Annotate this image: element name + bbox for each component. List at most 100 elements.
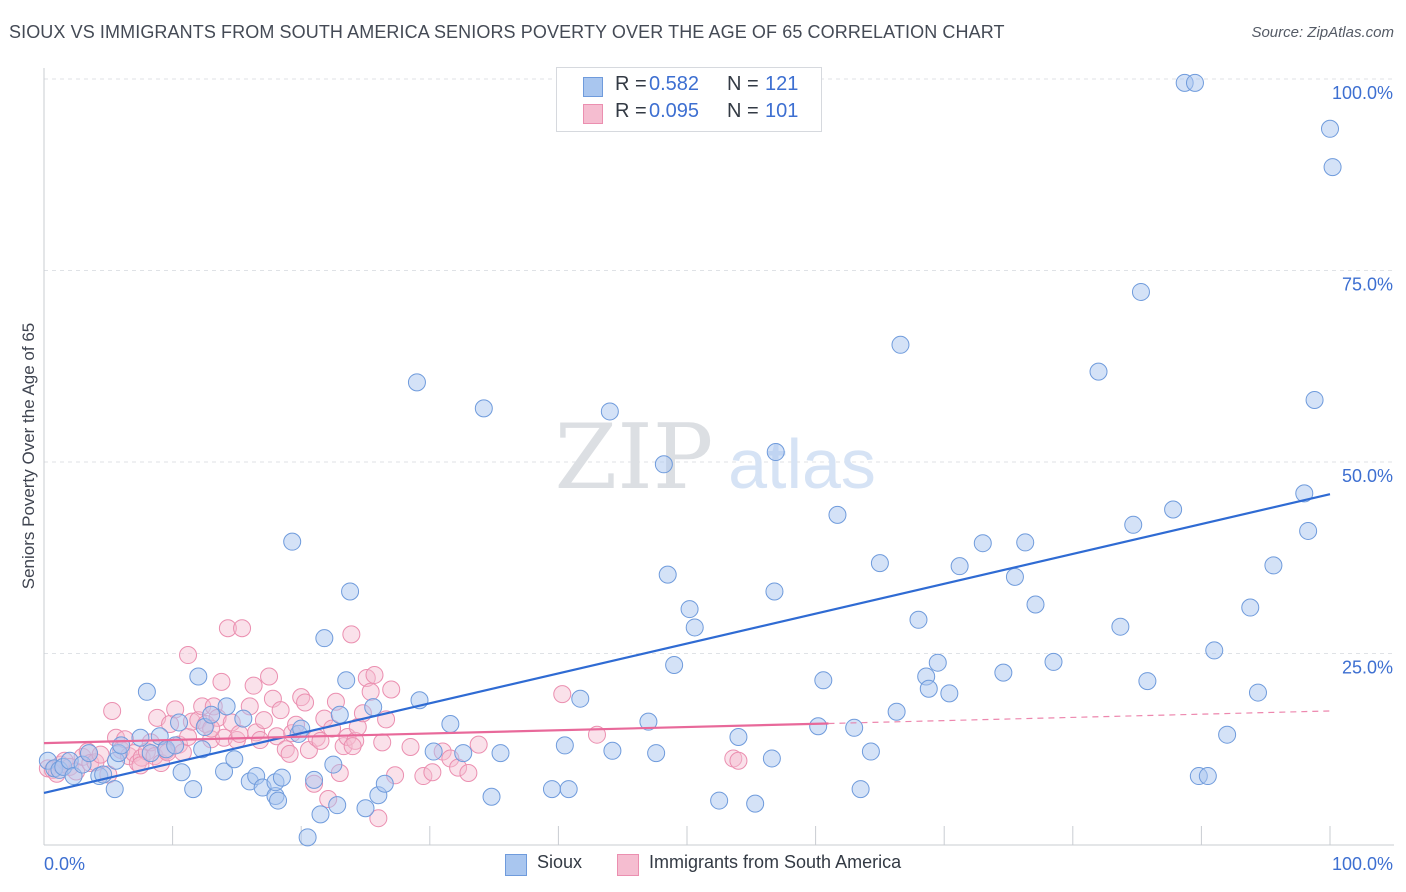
source-credit: Source: ZipAtlas.com	[1251, 24, 1394, 41]
data-point-sioux	[1111, 617, 1130, 636]
data-point-sioux	[809, 717, 828, 736]
data-point-sioux	[474, 399, 493, 418]
data-point-sioux	[131, 728, 150, 747]
data-point-immigrants	[342, 625, 361, 644]
data-point-immigrants	[233, 619, 252, 638]
data-point-sioux	[559, 780, 578, 799]
trend-line-immigrants-extrapolated	[828, 710, 1331, 725]
data-point-sioux	[861, 742, 880, 761]
data-point-immigrants	[179, 646, 198, 665]
data-point-sioux	[1248, 683, 1267, 702]
data-point-sioux	[571, 689, 590, 708]
data-point-sioux	[305, 770, 324, 789]
data-point-sioux	[1185, 73, 1204, 92]
trend-lines	[43, 493, 1331, 794]
data-point-immigrants	[334, 737, 353, 756]
data-point-immigrants	[346, 731, 365, 750]
data-point-sioux	[356, 799, 375, 818]
data-point-sioux	[1131, 282, 1150, 301]
data-point-sioux	[1241, 598, 1260, 617]
data-point-immigrants	[423, 763, 442, 782]
data-point-immigrants	[230, 724, 249, 743]
data-point-sioux	[814, 671, 833, 690]
data-point-immigrants	[343, 737, 362, 756]
y-tick-label: 50.0%	[1342, 466, 1393, 486]
data-point-sioux	[887, 702, 906, 721]
axes	[43, 68, 1394, 846]
legend-n-label: N =	[727, 100, 759, 122]
data-point-immigrants	[365, 665, 384, 684]
data-point-immigrants	[244, 676, 263, 695]
x-tick-labels: 0.0% 100.0%	[44, 854, 1393, 874]
data-point-sioux	[283, 532, 302, 551]
data-point-sioux	[112, 736, 131, 755]
data-point-sioux	[919, 679, 938, 698]
data-point-sioux	[909, 610, 928, 629]
data-point-immigrants	[179, 727, 198, 746]
data-point-sioux	[1321, 119, 1339, 138]
legend-n-value: 101	[765, 100, 799, 122]
legend-r-label: R =	[615, 100, 647, 122]
data-point-sioux	[311, 805, 330, 824]
data-point-immigrants	[271, 701, 290, 720]
data-point-sioux	[665, 655, 684, 674]
data-point-sioux	[710, 791, 729, 810]
data-point-sioux	[828, 505, 847, 524]
data-point-sioux	[851, 780, 870, 799]
data-point-sioux	[603, 741, 622, 760]
trend-line-immigrants	[43, 722, 829, 745]
x-tick-label: 0.0%	[44, 854, 85, 874]
data-point-sioux	[542, 780, 561, 799]
correlation-legend: R = 0.582 N = 121 R = 0.095 N = 101	[556, 67, 822, 132]
data-point-sioux	[272, 768, 291, 787]
legend-n-label: N =	[727, 73, 759, 95]
y-tick-label: 25.0%	[1342, 658, 1393, 678]
data-point-sioux	[1205, 641, 1224, 660]
y-tick-label: 75.0%	[1342, 275, 1393, 295]
watermark-zip: ZIP	[555, 405, 714, 510]
data-point-immigrants	[212, 672, 231, 691]
data-point-sioux	[1016, 533, 1035, 552]
data-point-sioux	[994, 663, 1013, 682]
data-point-immigrants	[401, 737, 420, 756]
data-point-immigrants	[260, 667, 279, 686]
bottom-legend-swatch-immigrants	[617, 854, 639, 876]
data-point-sioux	[600, 402, 619, 421]
data-point-sioux	[315, 629, 334, 648]
x-tick-label: 100.0%	[1332, 854, 1393, 874]
data-point-sioux	[928, 653, 947, 672]
data-point-immigrants	[280, 744, 299, 763]
data-point-sioux	[170, 713, 189, 732]
data-point-sioux	[766, 443, 785, 462]
data-point-sioux	[482, 787, 501, 806]
y-tick-label: 100.0%	[1332, 83, 1393, 103]
data-point-immigrants	[459, 763, 478, 782]
data-point-sioux	[870, 554, 889, 573]
data-point-sioux	[424, 742, 443, 761]
series-sioux-points	[38, 73, 1342, 847]
data-point-sioux	[1323, 158, 1342, 177]
watermark-atlas: atlas	[728, 425, 876, 503]
data-point-sioux	[375, 774, 394, 793]
bottom-legend-label-sioux: Sioux	[537, 852, 583, 872]
data-point-sioux	[1299, 521, 1318, 540]
data-point-sioux	[166, 736, 185, 755]
data-point-sioux	[1198, 767, 1217, 786]
data-point-immigrants	[414, 767, 433, 786]
data-point-sioux	[172, 763, 191, 782]
data-point-immigrants	[103, 701, 122, 720]
data-point-sioux	[491, 744, 510, 763]
data-point-immigrants	[218, 619, 237, 638]
data-point-sioux	[940, 684, 959, 703]
data-point-sioux	[364, 698, 383, 717]
data-point-sioux	[215, 762, 234, 781]
data-point-sioux	[845, 718, 864, 737]
data-point-sioux	[1044, 652, 1063, 671]
data-point-sioux	[80, 744, 99, 763]
data-point-sioux	[454, 744, 473, 763]
data-point-sioux	[105, 780, 124, 799]
legend-swatch-immigrants	[583, 104, 603, 124]
data-point-sioux	[746, 794, 765, 813]
data-point-sioux	[1295, 484, 1314, 503]
legend-r-label: R =	[615, 73, 647, 95]
